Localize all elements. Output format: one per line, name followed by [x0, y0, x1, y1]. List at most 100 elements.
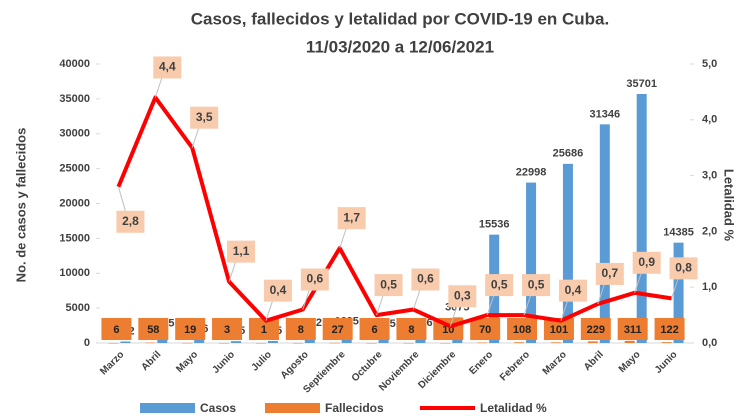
x-tick-label: Marzo [98, 349, 126, 377]
label-box [470, 318, 501, 340]
data-label: 0,6 [306, 272, 323, 286]
bar [661, 342, 672, 343]
y2-axis-label: Letalidad % [722, 169, 737, 242]
label-box [285, 318, 316, 340]
bar [403, 342, 414, 344]
data-label: 0,6 [417, 272, 434, 286]
label-box [138, 318, 169, 340]
label-box [448, 285, 477, 308]
bar [366, 342, 377, 344]
y-tick-label: 25000 [59, 163, 90, 175]
data-label: 14385 [663, 227, 694, 239]
label-box [175, 318, 206, 340]
bar [477, 342, 488, 344]
bar [145, 342, 156, 344]
data-label: 108 [513, 324, 531, 336]
label-box [116, 210, 145, 233]
legend-label: Fallecidos [325, 401, 384, 415]
data-label: 0,9 [638, 255, 655, 269]
data-label: 0,3 [454, 288, 471, 302]
x-tick-label: Diciembre [416, 349, 458, 391]
y2-tick-label: 0,0 [702, 337, 717, 349]
bar [562, 163, 573, 343]
label-box [558, 279, 587, 302]
label-box [359, 318, 390, 340]
x-tick-label: Junio [653, 349, 680, 376]
y2-tick-label: 4,0 [702, 114, 717, 126]
bar [599, 124, 610, 343]
bar [624, 340, 635, 343]
data-label: 0,7 [601, 266, 618, 280]
x-tick-label: Mayo [174, 349, 200, 375]
data-label: 0,8 [675, 261, 692, 275]
data-label: 19 [184, 324, 196, 336]
label-box [507, 318, 538, 340]
x-tick-label: Julio [250, 349, 274, 373]
label-box [543, 318, 574, 340]
label-box [101, 318, 132, 340]
y2-tick-label: 2,0 [702, 225, 717, 237]
data-label: 0,4 [565, 283, 582, 297]
label-box [522, 274, 551, 297]
line [116, 95, 672, 329]
legend-swatch [265, 403, 320, 413]
data-label: 25686 [553, 148, 584, 160]
bar [267, 341, 278, 343]
x-tick-label: Mayo [617, 349, 643, 375]
data-label: 15536 [479, 219, 510, 231]
y2-tick-label: 3,0 [702, 170, 717, 182]
y-tick-label: 20000 [59, 197, 90, 209]
data-label: 122 [660, 324, 678, 336]
label-box [153, 56, 182, 79]
chart-subtitle: 11/03/2020 a 12/06/2021 [306, 37, 494, 56]
y-axis-label: No. de casos y fallecidos [13, 128, 28, 283]
data-label: 27 [332, 324, 344, 336]
data-label: 8 [408, 324, 414, 336]
data-label: 58 [147, 324, 159, 336]
y-tick-label: 5000 [66, 302, 90, 314]
label-box [595, 262, 624, 285]
bar [219, 342, 230, 344]
label-box [669, 257, 698, 280]
x-tick-label: Noviembre [377, 349, 422, 394]
x-tick-label: Abril [139, 349, 163, 373]
label-box [337, 207, 366, 230]
legend-label: Casos [200, 401, 236, 415]
data-label: 101 [550, 324, 568, 336]
label-box [300, 268, 329, 291]
bar [182, 342, 193, 344]
bar [440, 342, 451, 344]
data-label: 3 [224, 324, 230, 336]
bar [550, 342, 561, 343]
data-label: 35701 [626, 78, 657, 90]
bar [231, 341, 242, 343]
data-label: 22998 [516, 166, 547, 178]
data-label: 6 [113, 324, 119, 336]
data-label: 1 [261, 324, 267, 336]
chart-title: Casos, fallecidos y letalidad por COVID-… [191, 9, 610, 28]
x-tick-label: Enero [467, 349, 495, 377]
data-label: 70 [479, 324, 491, 336]
legend-label: Letalidad % [480, 401, 547, 415]
x-tick-label: Octubre [350, 349, 385, 384]
data-label: 0,5 [528, 277, 545, 291]
x-tick-label: Febrero [498, 349, 532, 383]
data-label: 0,5 [491, 277, 508, 291]
legend-swatch [140, 403, 195, 413]
label-box [485, 274, 514, 297]
label-box [580, 318, 611, 340]
y-tick-label: 10000 [59, 267, 90, 279]
y-tick-label: 15000 [59, 232, 90, 244]
y-tick-label: 30000 [59, 128, 90, 140]
label-box [248, 318, 279, 340]
y-tick-label: 35000 [59, 93, 90, 105]
x-tick-label: Agosto [279, 349, 311, 381]
bar [673, 242, 684, 343]
data-label: 4,4 [159, 60, 176, 74]
bar [292, 342, 303, 344]
label-box [632, 251, 661, 274]
label-box [654, 318, 685, 340]
data-label: 31346 [590, 108, 621, 120]
x-tick-label: Abril [582, 349, 606, 373]
